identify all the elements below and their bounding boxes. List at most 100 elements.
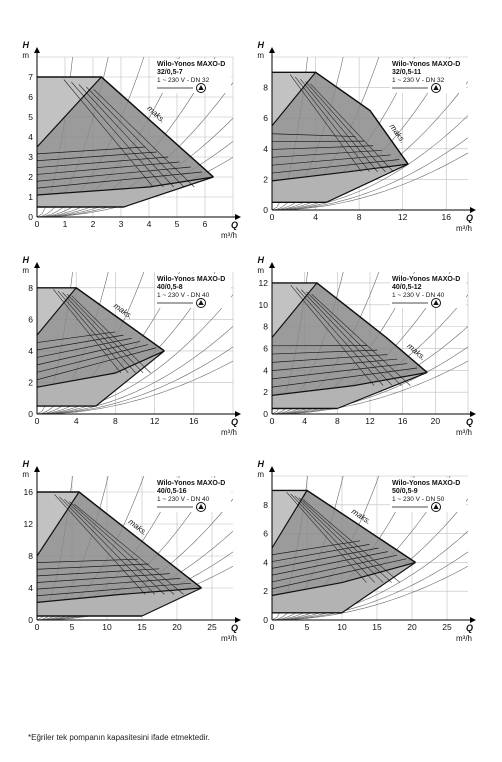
speed-curve-line xyxy=(86,86,185,188)
operating-region xyxy=(37,492,202,616)
y-axis-title: H xyxy=(23,40,30,50)
speed-curve-line xyxy=(272,349,378,355)
y-axis-title: H xyxy=(23,459,30,469)
x-tick-label: 0 xyxy=(270,622,275,632)
x-tick-label: 15 xyxy=(137,622,147,632)
legend-model: 50/0,5-9 xyxy=(392,488,418,495)
x-tick-label: 0 xyxy=(270,416,275,426)
speed-curve-line xyxy=(37,146,146,155)
x-tick-label: 8 xyxy=(113,416,118,426)
x-tick-label: 6 xyxy=(203,219,208,229)
low-speed-region xyxy=(37,350,165,407)
y-tick-label: 8 xyxy=(28,283,33,293)
lower-envelope xyxy=(337,371,428,410)
legend-title: Wilo-Yonos MAXO-D xyxy=(392,61,460,68)
y-axis-unit: m xyxy=(257,266,264,275)
system-curve xyxy=(272,360,468,414)
low-speed-region xyxy=(37,588,202,616)
speed-curve-line xyxy=(66,293,144,374)
x-tick-label: 4 xyxy=(302,416,307,426)
y-tick-label: 10 xyxy=(259,300,269,310)
x-tick-label: 0 xyxy=(35,219,40,229)
speed-curve-line xyxy=(272,554,398,583)
speed-curve-line xyxy=(37,582,191,597)
x-tick-label: 5 xyxy=(175,219,180,229)
pump-symbol-triangle xyxy=(433,300,439,305)
speed-curve-line xyxy=(37,331,116,343)
speed-curve-line xyxy=(294,495,384,583)
speed-curve-line xyxy=(63,79,154,188)
min-curve xyxy=(36,176,214,196)
y-tick-label: 6 xyxy=(28,92,33,102)
min-curve xyxy=(271,561,416,597)
speed-curve-line xyxy=(37,578,181,590)
x-axis-arrow xyxy=(470,617,476,623)
speed-curve-line xyxy=(302,499,401,583)
x-axis-title: Q xyxy=(231,220,238,230)
y-tick-label: 0 xyxy=(263,205,268,215)
min-curve xyxy=(271,163,409,182)
speed-curve-line xyxy=(54,494,146,595)
y-tick-label: 6 xyxy=(263,529,268,539)
x-tick-label: 16 xyxy=(441,212,451,222)
speed-curve-line xyxy=(300,78,378,172)
system-curve xyxy=(272,551,468,620)
y-tick-label: 7 xyxy=(28,72,33,82)
y-axis-arrow xyxy=(34,466,40,472)
lower-envelope xyxy=(123,176,214,208)
y-tick-label: 2 xyxy=(28,172,33,182)
system-curve xyxy=(272,152,468,210)
speed-curve-line xyxy=(93,89,195,188)
legend: Wilo-Yonos MAXO-D32/0,5-71 ~ 230 V - DN … xyxy=(155,59,231,93)
x-tick-label: 25 xyxy=(207,622,217,632)
speed-curve-line xyxy=(289,74,362,172)
speed-curves xyxy=(272,74,400,174)
y-tick-label: 4 xyxy=(263,365,268,375)
speed-curve-line xyxy=(272,363,408,380)
y-tick-label: 0 xyxy=(263,615,268,625)
x-tick-label: 12 xyxy=(150,416,160,426)
y-tick-label: 8 xyxy=(263,322,268,332)
y-tick-label: 0 xyxy=(28,409,33,419)
x-tick-label: 4 xyxy=(74,416,79,426)
legend-title: Wilo-Yonos MAXO-D xyxy=(157,61,225,68)
y-tick-label: 2 xyxy=(263,586,268,596)
x-tick-label: 10 xyxy=(102,622,112,632)
speed-curve-line xyxy=(71,295,151,374)
speed-curve-line xyxy=(37,161,180,175)
system-curve xyxy=(272,530,468,620)
y-tick-label: 8 xyxy=(263,83,268,93)
x-axis-arrow xyxy=(235,617,241,623)
y-tick-label: 6 xyxy=(263,343,268,353)
system-curve xyxy=(272,137,468,210)
legend-box xyxy=(155,274,231,308)
y-tick-label: 0 xyxy=(263,409,268,419)
speed-curve-line xyxy=(37,563,149,570)
x-tick-label: 0 xyxy=(35,416,40,426)
speed-curve-line xyxy=(37,347,157,381)
x-tick-label: 1 xyxy=(63,219,68,229)
x-tick-label: 5 xyxy=(305,622,310,632)
speed-curve-line xyxy=(69,501,175,595)
speed-curve-line xyxy=(272,354,388,363)
pump-symbol-triangle xyxy=(198,85,204,90)
max-curve-envelope xyxy=(271,489,416,563)
speed-curve-line xyxy=(78,84,174,188)
legend-box xyxy=(390,478,466,512)
y-axis-title: H xyxy=(258,459,265,469)
speed-curve-line xyxy=(272,367,418,388)
x-tick-label: 2 xyxy=(91,219,96,229)
y-tick-label: 1 xyxy=(28,192,33,202)
legend-spec: 1 ~ 230 V - DN 40 xyxy=(157,496,210,503)
y-axis-unit: m xyxy=(22,51,29,60)
speed-curve-line xyxy=(272,154,391,166)
speed-curve-line xyxy=(310,83,394,172)
pump-chart-5: 0 5 10 15 20 250481216HmQm³/hmaks.Wilo-Yonos … xyxy=(22,459,241,643)
legend-spec: 1 ~ 230 V - DN 32 xyxy=(392,77,445,84)
y-tick-label: 4 xyxy=(28,132,33,142)
speed-curves xyxy=(37,494,191,597)
